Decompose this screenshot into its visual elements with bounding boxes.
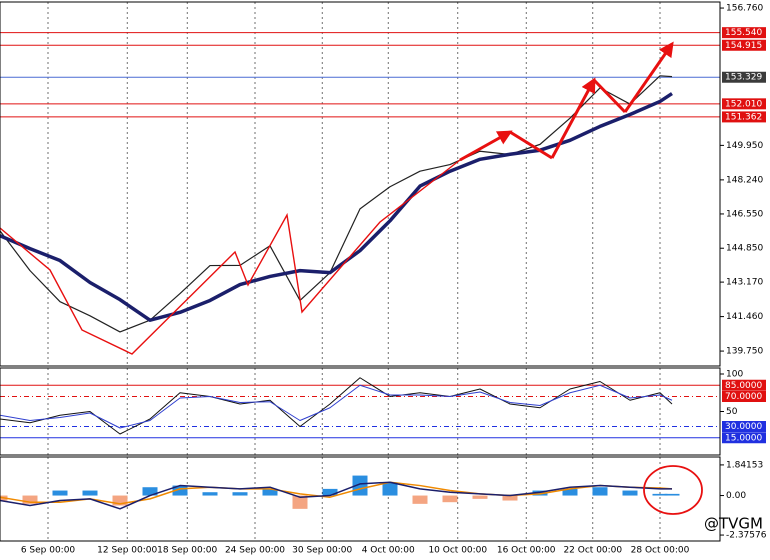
level-box	[722, 379, 766, 391]
y-tick-label: 149.950	[726, 141, 763, 151]
level-label: 70.0000	[725, 392, 762, 402]
y-tick-label: -2.37576	[726, 531, 767, 541]
panel-frame	[0, 456, 721, 542]
histogram-bar	[232, 492, 248, 496]
arrow	[592, 78, 627, 114]
level-label: 154.915	[725, 41, 762, 51]
annotations	[0, 41, 703, 515]
level-label: 152.010	[725, 99, 762, 109]
histogram-bar	[142, 487, 158, 496]
highlight-circle	[643, 465, 703, 515]
histogram-bar	[292, 495, 308, 509]
histogram-bar	[412, 495, 428, 504]
level-label: 30.0000	[725, 422, 762, 432]
grid	[0, 2, 720, 541]
x-tick-label: 4 Oct 00:00	[362, 546, 415, 556]
histogram-bar	[382, 482, 398, 496]
histogram-bar	[172, 485, 188, 496]
x-tick-label: 30 Sep 00:00	[292, 546, 352, 556]
y-tick-label: 148.240	[726, 175, 763, 185]
arrow	[550, 77, 596, 159]
y-tick-label: 50	[726, 407, 738, 417]
x-tick-label: 28 Oct 00:00	[631, 546, 690, 556]
series-line	[0, 481, 673, 505]
level-label: 85.0000	[725, 381, 762, 391]
series-line	[0, 377, 673, 435]
y-tick-label: 141.460	[726, 312, 763, 322]
histogram-bar	[52, 490, 68, 496]
y-tick-label: 100	[726, 370, 743, 380]
arrow	[459, 130, 513, 162]
x-tick-label: 16 Oct 00:00	[497, 546, 556, 556]
level-box	[722, 98, 766, 110]
y-tick-label: 143.170	[726, 278, 763, 288]
histogram-bar	[664, 493, 680, 496]
level-label: 153.329	[725, 73, 762, 83]
x-tick-label: 18 Sep 00:00	[157, 546, 217, 556]
level-box	[722, 39, 766, 51]
y-tick-label: 144.850	[726, 244, 763, 254]
level-box	[722, 71, 766, 83]
arrow	[509, 130, 553, 160]
histogram-bar	[82, 490, 98, 496]
x-tick-label: 22 Oct 00:00	[563, 546, 622, 556]
level-box	[722, 421, 766, 432]
watermark: @TVGM	[704, 515, 763, 533]
histogram-bar	[592, 487, 608, 496]
y-tick-label: 1.84153	[726, 460, 763, 470]
x-tick-label: 24 Sep 00:00	[225, 546, 285, 556]
series-line	[0, 384, 673, 429]
zigzag	[0, 159, 461, 355]
x-tick-label: 12 Sep 00:00	[97, 546, 157, 556]
histogram-bar	[202, 492, 218, 496]
panel-frame	[0, 367, 721, 456]
series-line	[0, 75, 673, 333]
y-tick-label: 0.00	[726, 491, 746, 501]
level-box	[722, 27, 766, 39]
arrow	[623, 41, 674, 113]
series-line	[0, 481, 672, 510]
level-box	[722, 111, 766, 123]
histogram-bar	[322, 488, 338, 496]
x-tick-label: 10 Oct 00:00	[428, 546, 487, 556]
level-box	[722, 391, 766, 402]
x-tick-label: 6 Sep 00:00	[21, 546, 76, 556]
y-tick-label: 139.750	[726, 347, 763, 357]
histogram-bar	[532, 490, 548, 496]
y-tick-label: 156.760	[726, 4, 763, 14]
histogram-bar	[112, 495, 128, 506]
histogram-bar	[562, 488, 578, 496]
histogram-bar	[502, 495, 518, 501]
level-label: 155.540	[725, 28, 762, 38]
level-label: 151.362	[725, 112, 762, 122]
histogram-bar	[442, 495, 458, 503]
histogram-bar	[262, 488, 278, 496]
histogram-bar	[22, 495, 38, 504]
series-line	[0, 92, 673, 322]
level-label: 15.0000	[725, 433, 762, 443]
histogram-bar	[472, 495, 488, 499]
y-tick-label: 146.550	[726, 209, 763, 219]
histogram-bar	[622, 490, 638, 496]
panel-frame	[0, 1, 721, 367]
plot	[0, 75, 680, 510]
histogram-bar	[652, 493, 668, 496]
level-box	[722, 432, 766, 444]
